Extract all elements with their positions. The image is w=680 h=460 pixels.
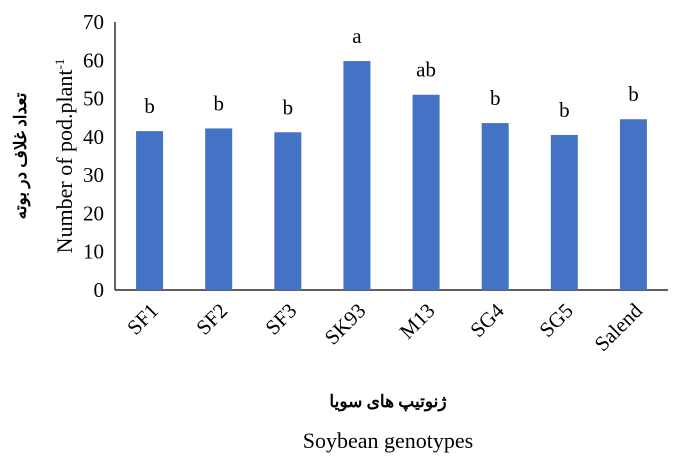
bar-sg5: [550, 134, 578, 290]
significance-letter: b: [559, 98, 570, 122]
significance-letters: b b b a ab b b b: [144, 24, 638, 122]
bars: [136, 61, 647, 291]
y-tick-label: 60: [83, 48, 104, 72]
x-tick-label: SF2: [191, 299, 232, 340]
y-axis-title-superscript: -1: [52, 59, 67, 70]
y-tick-label: 30: [83, 163, 104, 187]
bar-sf3: [274, 132, 302, 290]
x-tick-label: SK93: [320, 299, 371, 350]
significance-letter: b: [213, 91, 224, 115]
x-tick-label: SF1: [122, 299, 163, 340]
bar-m13: [412, 94, 440, 290]
y-tick-label: 10: [83, 240, 104, 264]
bar-sf1: [136, 131, 164, 290]
x-axis-title: Soybean genotypes: [303, 428, 473, 453]
x-tick-label: SG4: [465, 298, 509, 342]
bar-salend: [619, 119, 647, 290]
y-axis-title: Number of pod.plant-1: [52, 59, 77, 254]
x-tick-label: Salend: [590, 298, 648, 356]
bar-sf2: [205, 128, 233, 290]
x-tick-label: M13: [395, 299, 440, 344]
y-tick-label: 70: [83, 10, 104, 34]
y-tick-label: 40: [83, 125, 104, 149]
x-tick-label: SF3: [260, 299, 301, 340]
significance-letter: b: [144, 94, 155, 118]
y-tick-label: 0: [94, 278, 105, 302]
x-axis-title-persian: ژنوتیپ های سویا: [329, 392, 446, 412]
bar-sk93: [343, 61, 371, 291]
y-axis-title-main: Number of pod.plant: [52, 69, 77, 253]
y-tick-label: 50: [83, 87, 104, 111]
bar-sg4: [481, 123, 509, 291]
y-tick-label: 20: [83, 201, 104, 225]
significance-letter: b: [283, 95, 294, 119]
x-tick-label: SG5: [534, 299, 577, 342]
x-tick-labels: SF1 SF2 SF3 SK93 M13 SG4 SG5 Salend: [122, 298, 647, 356]
significance-letter: ab: [416, 58, 436, 82]
significance-letter: a: [352, 24, 362, 48]
significance-letter: b: [490, 86, 501, 110]
y-axis-title-persian: تعداد غلاف در بوته: [11, 92, 31, 219]
y-tick-labels: 0 10 20 30 40 50 60 70: [83, 10, 104, 302]
significance-letter: b: [628, 82, 639, 106]
